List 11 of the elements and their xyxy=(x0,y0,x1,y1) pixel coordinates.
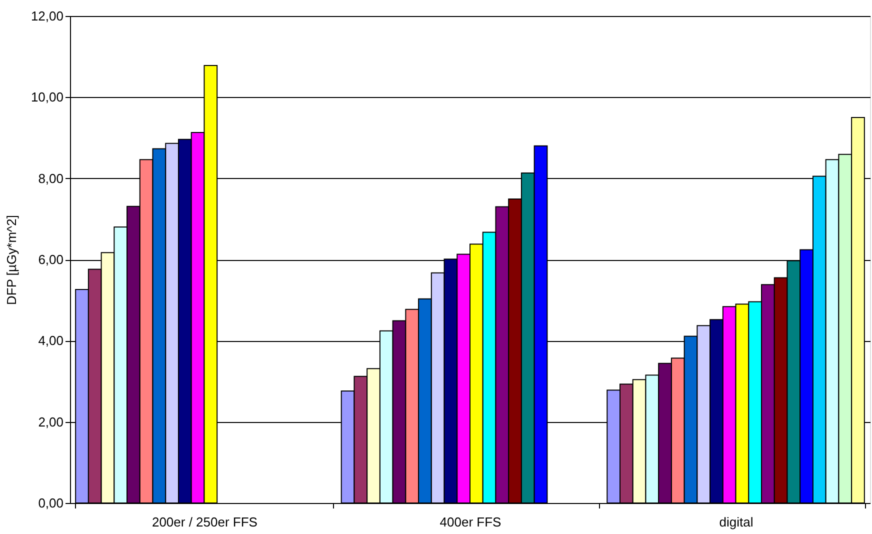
x-tick-label: 400er FFS xyxy=(440,514,502,530)
y-tick-label: 6,00 xyxy=(38,252,64,267)
y-tick-label: 4,00 xyxy=(38,333,64,348)
y-axis-title: DFP [µGy*m^2] xyxy=(4,215,19,305)
x-tick-label: 200er / 250er FFS xyxy=(152,514,258,530)
x-tick-label: digital xyxy=(719,514,754,530)
y-tick-label: 10,00 xyxy=(30,90,64,105)
y-tick-label: 2,00 xyxy=(38,414,64,430)
y-tick-label: 12,00 xyxy=(30,8,64,24)
y-tick-label: 0,00 xyxy=(38,496,64,510)
y-tick-label: 8,00 xyxy=(38,170,64,186)
